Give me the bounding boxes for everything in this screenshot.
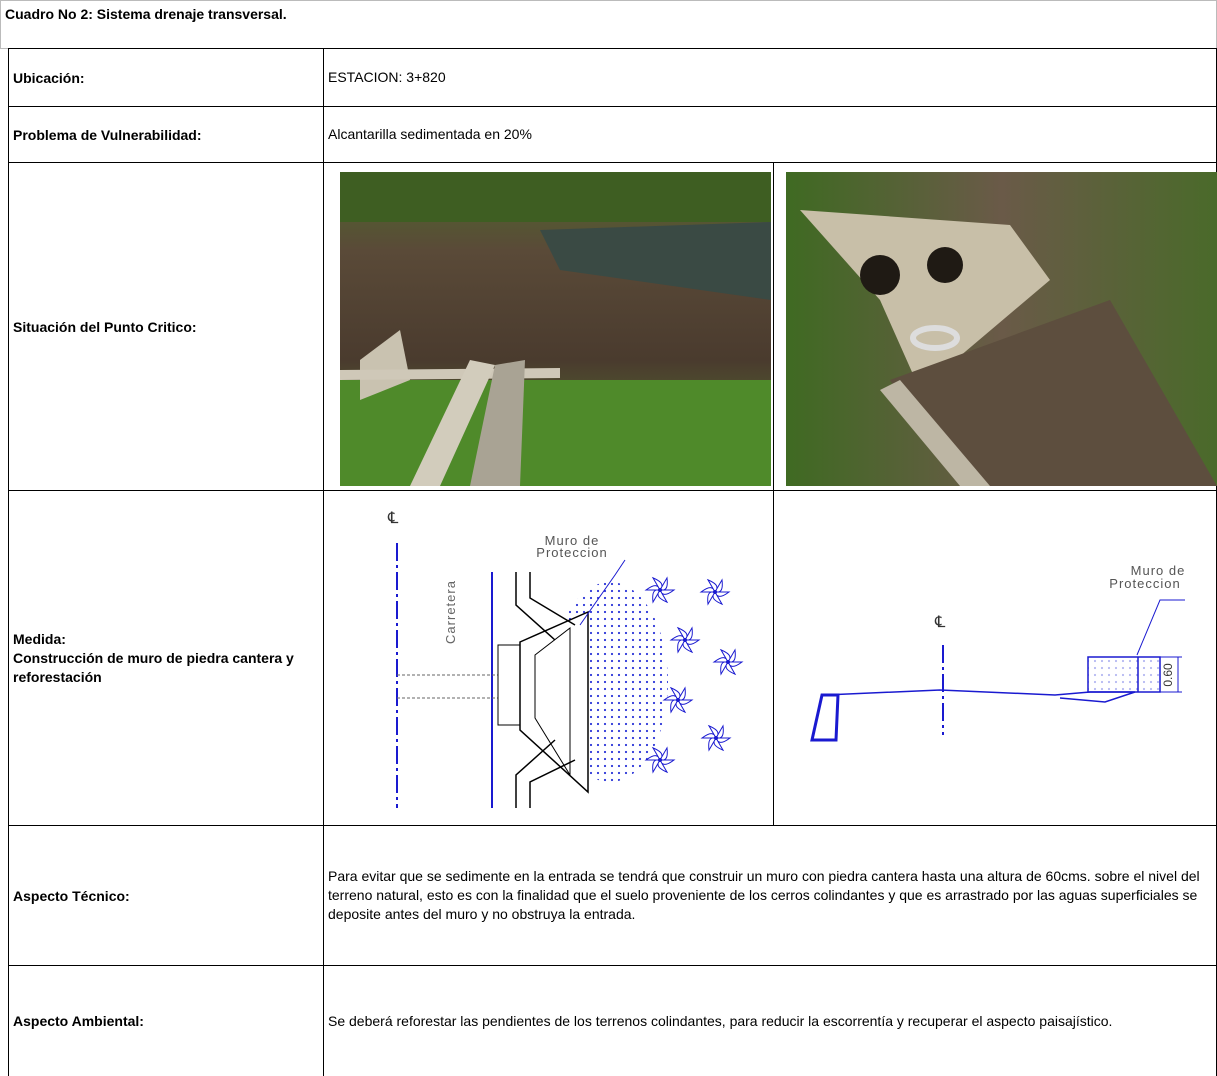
row-content: Alcantarilla sedimentada en 20% [323, 106, 1217, 163]
photo-cell [323, 162, 774, 491]
row-label: Situación del Punto Critico: [8, 162, 324, 491]
label-line: Construcción de muro de piedra cantera y… [13, 649, 294, 685]
drawing-cell [323, 490, 774, 826]
row-label: Medida: Construcción de muro de piedra ca… [8, 490, 324, 826]
row-label: Ubicación: [8, 48, 324, 107]
row-label: Problema de Vulnerabilidad: [8, 106, 324, 163]
drawing-cell [773, 490, 1217, 826]
row-content: Se deberá reforestar las pendientes de l… [323, 965, 1217, 1076]
row-label: Aspecto Técnico: [8, 825, 324, 966]
label-line: Medida: [13, 630, 66, 647]
row-content: Para evitar que se sedimente en la entra… [323, 825, 1217, 966]
title: Cuadro No 2: Sistema drenaje transversal… [0, 0, 1217, 49]
row-label: Aspecto Ambiental: [8, 965, 324, 1076]
row-content: ESTACION: 3+820 [323, 48, 1217, 107]
photo-cell [773, 162, 1217, 491]
